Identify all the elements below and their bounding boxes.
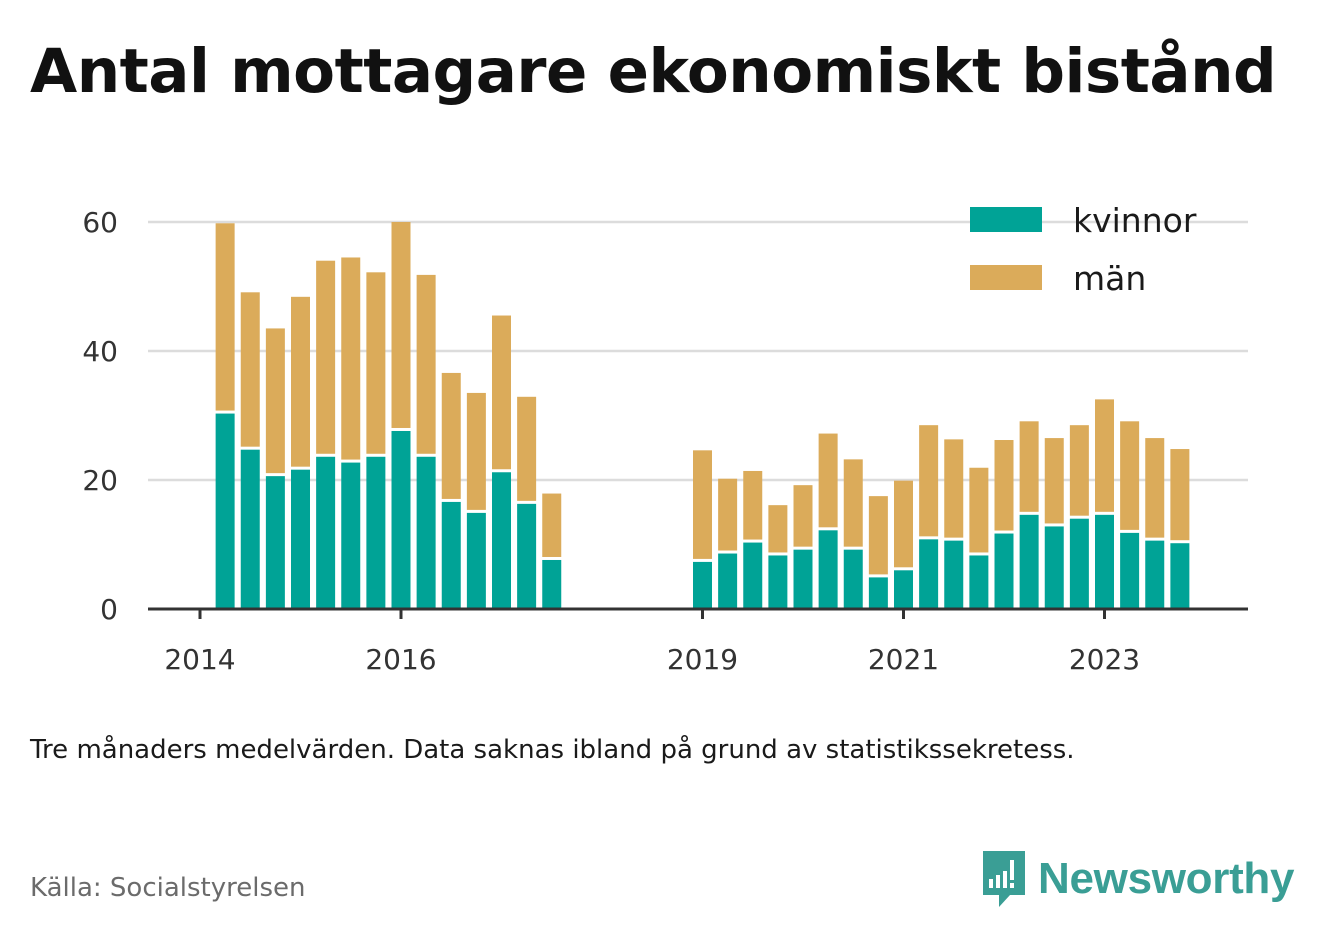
bar-kvinnor	[894, 570, 913, 609]
bar-kvinnor	[1069, 518, 1089, 609]
bar-man	[466, 392, 486, 510]
bar-man	[441, 372, 461, 499]
bar-man	[894, 480, 913, 568]
bar-kvinnor	[718, 553, 738, 609]
chart-title: Antal mottagare ekonomiskt bistånd	[30, 36, 1277, 107]
bar-man	[818, 433, 838, 528]
bar-man	[492, 315, 511, 470]
bar-man	[1170, 449, 1190, 541]
bar-man	[969, 467, 989, 553]
newsworthy-logo: Newsworthy	[980, 848, 1294, 910]
bar-kvinnor	[969, 555, 989, 609]
bar-man	[1120, 421, 1140, 530]
bar-kvinnor	[391, 430, 411, 609]
bar-man	[240, 292, 260, 447]
y-axis-labels: 0 20 40 60	[82, 206, 118, 626]
y-tick-label: 20	[82, 464, 118, 497]
bar-kvinnor	[1120, 532, 1140, 609]
bar-kvinnor	[868, 577, 888, 609]
bar-man	[1095, 399, 1114, 512]
bar-kvinnor	[818, 530, 838, 609]
bar-kvinnor	[793, 549, 813, 609]
bar-man	[718, 478, 738, 551]
legend-swatch	[970, 207, 1042, 232]
bar-man	[843, 459, 863, 547]
bar-kvinnor	[291, 469, 310, 609]
source-credit: Källa: Socialstyrelsen	[30, 873, 306, 903]
bar-man	[994, 440, 1014, 531]
newsworthy-chart-icon	[983, 851, 1025, 907]
bar-chart: 2014 2016 2019 2021 2023 0 20 40 60 kvinnor män	[82, 201, 1248, 676]
bar-kvinnor	[843, 549, 863, 609]
y-tick-label: 0	[100, 593, 118, 626]
bar-kvinnor	[215, 413, 235, 609]
bar-kvinnor	[1145, 540, 1165, 609]
bars	[215, 222, 1190, 609]
x-tick-label: 2014	[164, 643, 235, 676]
bar-kvinnor	[994, 533, 1014, 609]
y-tick-label: 40	[82, 335, 118, 368]
x-axis: 2014 2016 2019 2021 2023	[148, 607, 1248, 676]
bar-man	[743, 470, 763, 540]
bar-man	[1044, 438, 1064, 524]
bar-man	[291, 296, 310, 467]
bar-man	[416, 274, 436, 454]
bar-kvinnor	[944, 540, 964, 609]
bar-kvinnor	[919, 539, 939, 609]
bar-man	[341, 257, 361, 460]
bar-man	[1069, 425, 1089, 516]
bar-kvinnor	[1170, 543, 1190, 609]
bar-kvinnor	[1044, 526, 1064, 609]
bar-man	[1019, 421, 1039, 512]
brand-name: Newsworthy	[1038, 854, 1295, 903]
bar-man	[919, 425, 939, 537]
bar-kvinnor	[1019, 514, 1039, 609]
bar-man	[391, 222, 411, 428]
legend-label: kvinnor	[1073, 201, 1197, 240]
x-tick-label: 2016	[365, 643, 436, 676]
bar-kvinnor	[542, 559, 562, 609]
y-tick-label: 60	[82, 206, 118, 239]
bar-kvinnor	[441, 501, 461, 609]
bar-kvinnor	[316, 456, 336, 609]
bar-man	[693, 450, 712, 559]
x-tick-label: 2021	[868, 643, 939, 676]
bar-kvinnor	[517, 503, 537, 609]
bar-man	[944, 439, 964, 538]
bar-man	[215, 223, 235, 411]
legend: kvinnor män	[970, 201, 1197, 298]
bar-man	[868, 496, 888, 575]
bar-man	[1145, 438, 1165, 538]
legend-swatch	[970, 265, 1042, 290]
bar-kvinnor	[366, 456, 386, 609]
bar-man	[366, 272, 386, 454]
bar-kvinnor	[693, 561, 712, 609]
bar-kvinnor	[768, 555, 788, 609]
bar-kvinnor	[492, 472, 511, 609]
bar-man	[265, 328, 285, 474]
footnote: Tre månaders medelvärden. Data saknas ib…	[30, 735, 1075, 765]
bar-man	[316, 260, 336, 454]
bar-kvinnor	[1095, 514, 1114, 609]
legend-label: män	[1073, 259, 1146, 298]
bar-man	[768, 505, 788, 553]
bar-man	[542, 493, 562, 557]
x-tick-label: 2023	[1069, 643, 1140, 676]
bar-man	[517, 396, 537, 501]
bar-kvinnor	[240, 449, 260, 609]
bar-kvinnor	[341, 462, 361, 609]
bar-kvinnor	[265, 476, 285, 609]
x-tick-label: 2019	[667, 643, 738, 676]
bar-kvinnor	[743, 542, 763, 609]
bar-kvinnor	[416, 456, 436, 609]
bar-kvinnor	[466, 512, 486, 609]
bar-man	[793, 485, 813, 547]
